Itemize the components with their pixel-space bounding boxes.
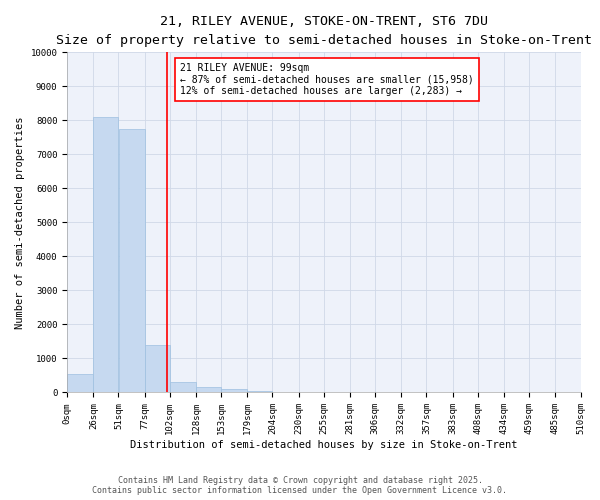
Bar xyxy=(94,117,118,392)
Bar xyxy=(247,391,272,392)
Bar xyxy=(221,389,247,392)
Bar xyxy=(119,129,145,392)
Y-axis label: Number of semi-detached properties: Number of semi-detached properties xyxy=(15,116,25,328)
Bar xyxy=(196,388,221,392)
Text: 21 RILEY AVENUE: 99sqm
← 87% of semi-detached houses are smaller (15,958)
12% of: 21 RILEY AVENUE: 99sqm ← 87% of semi-det… xyxy=(180,62,474,96)
Bar xyxy=(145,345,170,393)
Bar xyxy=(67,374,93,392)
Bar xyxy=(170,382,196,392)
X-axis label: Distribution of semi-detached houses by size in Stoke-on-Trent: Distribution of semi-detached houses by … xyxy=(130,440,518,450)
Title: 21, RILEY AVENUE, STOKE-ON-TRENT, ST6 7DU
Size of property relative to semi-deta: 21, RILEY AVENUE, STOKE-ON-TRENT, ST6 7D… xyxy=(56,15,592,47)
Text: Contains HM Land Registry data © Crown copyright and database right 2025.
Contai: Contains HM Land Registry data © Crown c… xyxy=(92,476,508,495)
